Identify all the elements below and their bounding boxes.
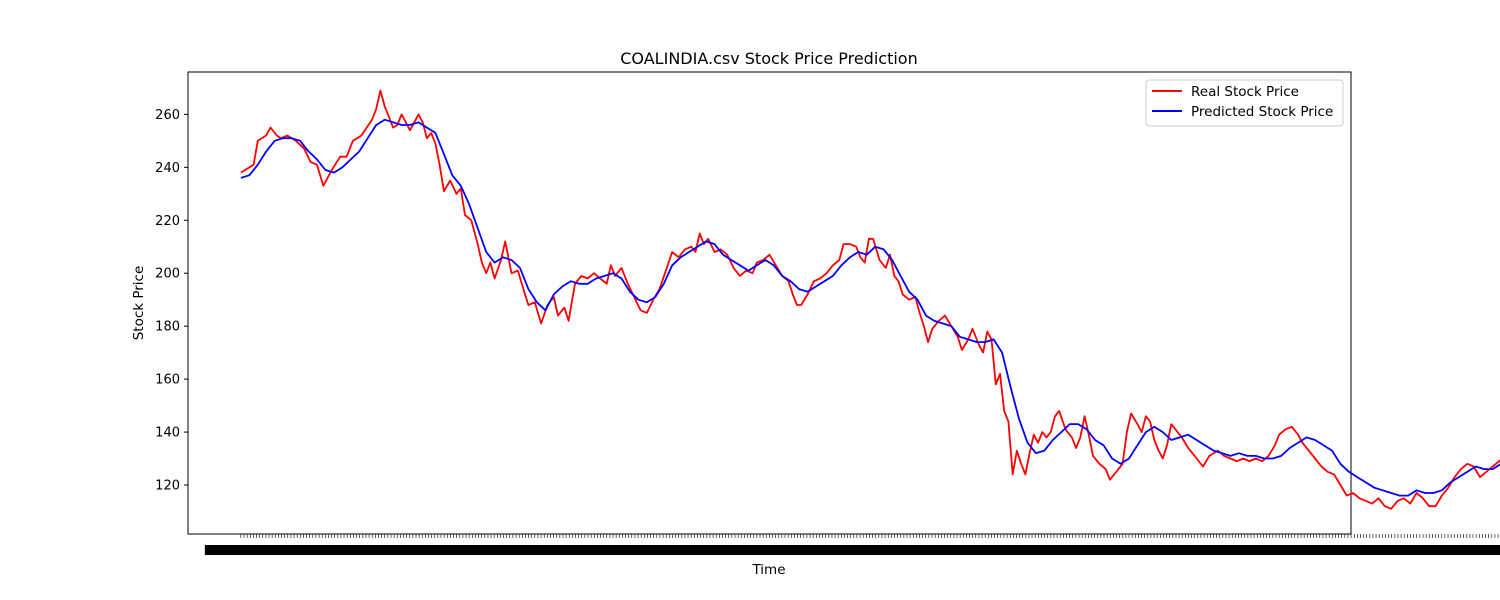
y-tick-label: 160 <box>155 373 180 388</box>
legend-label-real: Real Stock Price <box>1191 84 1299 100</box>
y-tick-label: 120 <box>155 479 180 494</box>
plot-area <box>187 71 1352 535</box>
x-ticks <box>204 534 1500 555</box>
predicted-price-line <box>240 118 1500 497</box>
chart-title: COALINDIA.csv Stock Price Prediction <box>620 49 917 68</box>
legend-label-predicted: Predicted Stock Price <box>1191 104 1333 120</box>
y-tick-label: 140 <box>155 426 180 441</box>
legend: Real Stock Price Predicted Stock Price <box>1145 79 1344 127</box>
y-tick-label: 200 <box>155 267 180 282</box>
x-tick-marks <box>240 534 1499 538</box>
y-axis-label: Stock Price <box>131 266 147 341</box>
x-tick-labels-overlap <box>204 545 1500 555</box>
legend-box <box>1145 79 1344 127</box>
series-lines <box>240 89 1500 510</box>
y-tick-label: 180 <box>155 320 180 335</box>
y-tick-label: 220 <box>155 214 180 229</box>
real-price-line <box>240 89 1500 510</box>
y-tick-label: 260 <box>155 108 180 123</box>
y-ticks: 120 140 160 180 200 220 240 260 <box>155 108 188 494</box>
x-axis-label: Time <box>751 562 785 578</box>
y-tick-label: 240 <box>155 161 180 176</box>
